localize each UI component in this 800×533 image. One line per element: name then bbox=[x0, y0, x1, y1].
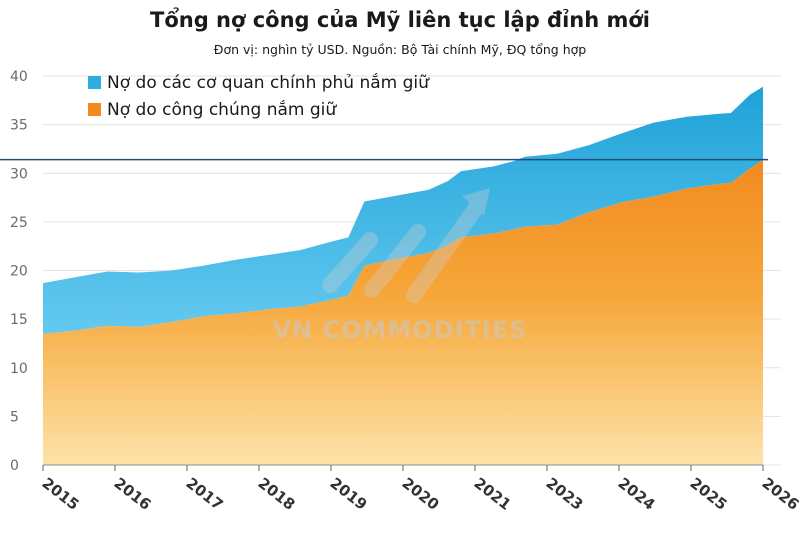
watermark-logo-icon bbox=[322, 188, 490, 303]
x-tick-label: 2020 bbox=[399, 474, 443, 514]
x-tick-label: 2025 bbox=[687, 474, 731, 514]
y-tick-label: 40 bbox=[10, 69, 28, 85]
series-public-area bbox=[43, 159, 763, 465]
legend-label: Nợ do công chúng nắm giữ bbox=[107, 99, 337, 120]
area-series bbox=[43, 86, 763, 465]
legend-swatch bbox=[88, 76, 101, 89]
y-tick-label: 0 bbox=[10, 458, 19, 474]
y-axis: 0 5 10 15 20 25 30 35 40 bbox=[10, 69, 28, 474]
x-tick-label: 2018 bbox=[255, 474, 299, 514]
x-tick-label: 2024 bbox=[615, 474, 659, 514]
x-axis: 2015 2016 2017 2018 2019 2020 2021 2023 2024 2025… bbox=[39, 464, 800, 514]
legend: Nợ do các cơ quan chính phủ nắm giữ Nợ do… bbox=[88, 72, 430, 120]
y-tick-label: 25 bbox=[10, 215, 28, 231]
y-tick-label: 30 bbox=[10, 166, 28, 182]
x-tick-label: 2017 bbox=[183, 474, 227, 514]
x-tick-label: 2019 bbox=[327, 474, 371, 514]
x-tick-label: 2023 bbox=[543, 474, 587, 514]
y-tick-label: 10 bbox=[10, 361, 28, 377]
chart-title: Tổng nợ công của Mỹ liên tục lập đỉnh mớ… bbox=[150, 8, 650, 32]
watermark: VN COMMODITIES bbox=[272, 188, 527, 344]
legend-label: Nợ do các cơ quan chính phủ nắm giữ bbox=[107, 72, 430, 93]
x-tick-label: 2015 bbox=[39, 474, 83, 514]
y-tick-label: 20 bbox=[10, 264, 28, 280]
y-tick-label: 5 bbox=[10, 409, 19, 425]
legend-swatch bbox=[88, 103, 101, 116]
x-tick-label: 2016 bbox=[111, 474, 155, 514]
x-tick-label: 2026 bbox=[759, 474, 800, 514]
watermark-text: VN COMMODITIES bbox=[272, 316, 527, 344]
chart-subtitle: Đơn vị: nghìn tỷ USD. Nguồn: Bộ Tài chín… bbox=[213, 42, 587, 57]
x-tick-label: 2021 bbox=[471, 474, 515, 514]
series-government-area bbox=[43, 86, 763, 334]
y-tick-label: 35 bbox=[10, 118, 28, 134]
y-tick-label: 15 bbox=[10, 312, 28, 328]
